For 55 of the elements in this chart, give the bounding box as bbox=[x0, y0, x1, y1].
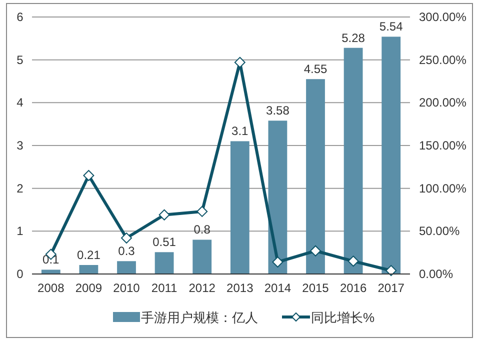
data-label: 4.55 bbox=[304, 62, 328, 76]
x-tick-label: 2015 bbox=[302, 281, 330, 295]
bar bbox=[268, 120, 288, 274]
bar bbox=[117, 261, 136, 274]
data-label: 3.58 bbox=[266, 104, 290, 118]
y-tick-label: 0 bbox=[16, 267, 24, 281]
data-label: 0.21 bbox=[77, 248, 101, 262]
bar bbox=[192, 240, 212, 274]
y2-tick-label: 200.00% bbox=[419, 96, 467, 110]
y-tick-label: 4 bbox=[16, 96, 24, 110]
y-tick-label: 6 bbox=[16, 10, 24, 24]
y2-tick-label: 100.00% bbox=[419, 181, 467, 196]
data-label: 3.1 bbox=[232, 124, 249, 138]
bar bbox=[306, 79, 325, 274]
bar bbox=[382, 36, 401, 274]
x-tick-label: 2008 bbox=[38, 281, 65, 295]
data-label: 5.28 bbox=[342, 30, 366, 45]
y-tick-label: 1 bbox=[16, 224, 24, 238]
point bbox=[121, 232, 132, 244]
point bbox=[158, 209, 170, 220]
y2-tick-label: 250.00% bbox=[419, 52, 467, 67]
y2-tick-label: 0.00% bbox=[419, 267, 454, 281]
bar bbox=[154, 252, 174, 274]
point bbox=[348, 256, 359, 267]
x-tick-label: 2010 bbox=[113, 281, 140, 295]
point bbox=[234, 56, 246, 68]
y-tick-label: 5 bbox=[16, 52, 24, 67]
bar bbox=[344, 48, 363, 274]
x-tick-label: 2014 bbox=[264, 281, 292, 295]
bar bbox=[79, 265, 98, 274]
x-tick-label: 2017 bbox=[378, 281, 405, 295]
y2-tick-label: 150.00% bbox=[419, 138, 467, 152]
data-label: 0.3 bbox=[118, 244, 136, 258]
bar bbox=[230, 141, 250, 274]
data-label: 0.51 bbox=[152, 235, 176, 250]
y-tick-label: 2 bbox=[16, 181, 24, 196]
x-tick-label: 2016 bbox=[340, 281, 367, 295]
x-tick-label: 2012 bbox=[188, 281, 216, 295]
x-tick-label: 2013 bbox=[226, 281, 254, 295]
data-label: 5.54 bbox=[379, 20, 404, 34]
y2-tick-label: 50.00% bbox=[419, 224, 460, 238]
x-tick-label: 2009 bbox=[75, 281, 102, 295]
bar bbox=[41, 270, 60, 274]
data-label: 0.1 bbox=[42, 252, 60, 267]
x-tick-label: 2011 bbox=[151, 281, 178, 295]
point bbox=[83, 170, 94, 181]
y-tick-label: 3 bbox=[16, 138, 24, 152]
data-label: 0.8 bbox=[194, 222, 211, 237]
legend-label: 同比增长% bbox=[311, 310, 375, 325]
point bbox=[386, 265, 397, 276]
y2-tick-label: 300.00% bbox=[419, 10, 467, 24]
legend-label: 手游用户规模：亿人 bbox=[141, 310, 258, 325]
point bbox=[310, 245, 321, 256]
point bbox=[196, 206, 208, 217]
point bbox=[272, 256, 284, 268]
